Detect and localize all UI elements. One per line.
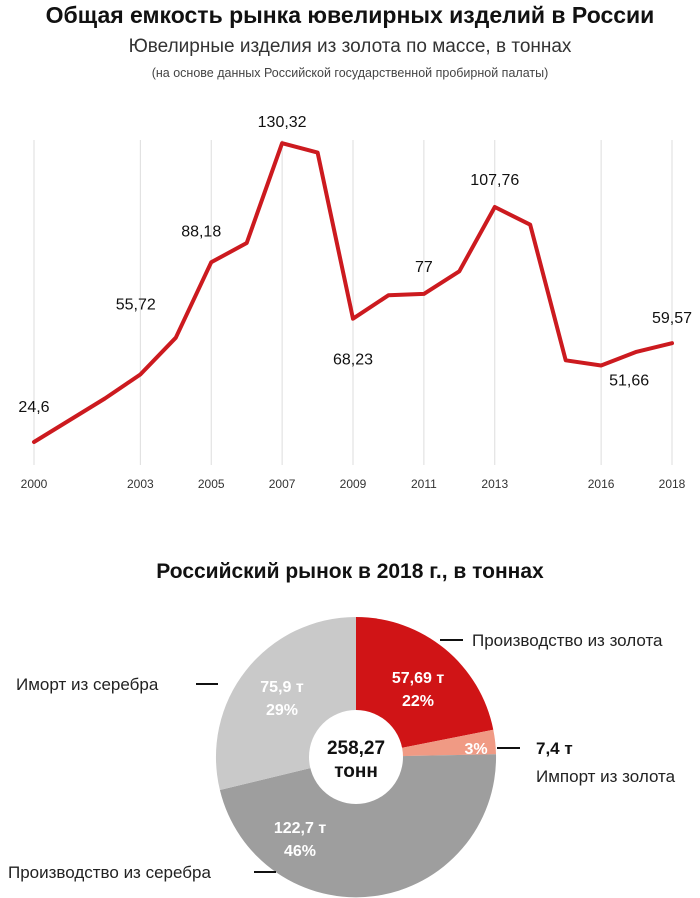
data-label: 24,6 [18, 399, 49, 416]
data-label: 51,66 [609, 373, 649, 390]
x-tick-label: 2009 [340, 477, 367, 491]
slice-percent-label: 22% [402, 693, 434, 710]
data-label: 55,72 [116, 297, 156, 314]
pie-total-value: 258,27 [327, 738, 385, 759]
data-label: 59,57 [652, 310, 692, 327]
slice-value-label: 57,69 т [392, 670, 444, 687]
slice-value-label: 7,4 т [536, 739, 573, 758]
pie-chart-title: Российский рынок в 2018 г., в тоннах [156, 560, 544, 583]
slice-value-label: 75,9 т [260, 679, 304, 696]
chart-subtitle: Ювелирные изделия из золота по массе, в … [128, 36, 572, 57]
data-label: 107,76 [470, 172, 519, 189]
x-tick-label: 2005 [198, 477, 225, 491]
x-tick-label: 2013 [481, 477, 508, 491]
x-tick-label: 2016 [588, 477, 615, 491]
slice-name-label: Производство из золота [472, 631, 663, 650]
slice-percent-label: 3% [464, 741, 487, 758]
slice-name-label: Иморт из серебра [16, 675, 159, 694]
chart-title: Общая емкость рынка ювелирных изделий в … [45, 2, 655, 28]
pie-slice [356, 617, 494, 757]
pie-slice [219, 754, 497, 898]
x-tick-label: 2000 [21, 477, 48, 491]
slice-percent-label: 29% [266, 702, 298, 719]
slice-percent-label: 46% [284, 843, 316, 860]
chart-source-note: (на основе данных Российской государстве… [151, 66, 549, 80]
x-tick-label: 2003 [127, 477, 154, 491]
data-label: 77 [415, 259, 433, 276]
data-line [32, 141, 674, 444]
x-tick-label: 2007 [269, 477, 296, 491]
x-tick-label: 2011 [411, 477, 437, 491]
data-label: 130,32 [258, 114, 307, 131]
data-label: 88,18 [181, 223, 221, 240]
pie-total-unit: тонн [334, 761, 378, 782]
data-label: 68,23 [333, 352, 373, 369]
slice-value-label: 122,7 т [274, 820, 326, 837]
slice-name-label: Производство из серебра [8, 863, 211, 882]
pie-hole [309, 710, 403, 804]
slice-name-label: Импорт из золота [536, 767, 676, 786]
x-tick-label: 2018 [659, 477, 686, 491]
